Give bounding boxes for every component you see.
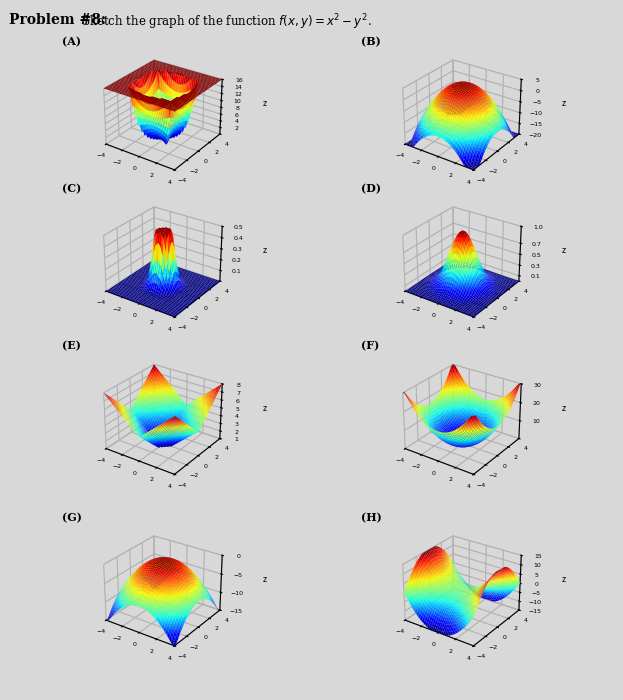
Text: (G): (G) (62, 512, 82, 523)
Text: (C): (C) (62, 183, 82, 194)
Text: (A): (A) (62, 36, 81, 47)
Text: (H): (H) (361, 512, 382, 523)
Text: (B): (B) (361, 36, 381, 47)
Text: Problem #8:: Problem #8: (9, 13, 107, 27)
Text: (E): (E) (62, 340, 81, 351)
Text: (F): (F) (361, 340, 379, 351)
Text: Sketch the graph of the function $f(x,y)=x^2-y^2$.: Sketch the graph of the function $f(x,y)… (81, 13, 372, 32)
Text: (D): (D) (361, 183, 381, 194)
